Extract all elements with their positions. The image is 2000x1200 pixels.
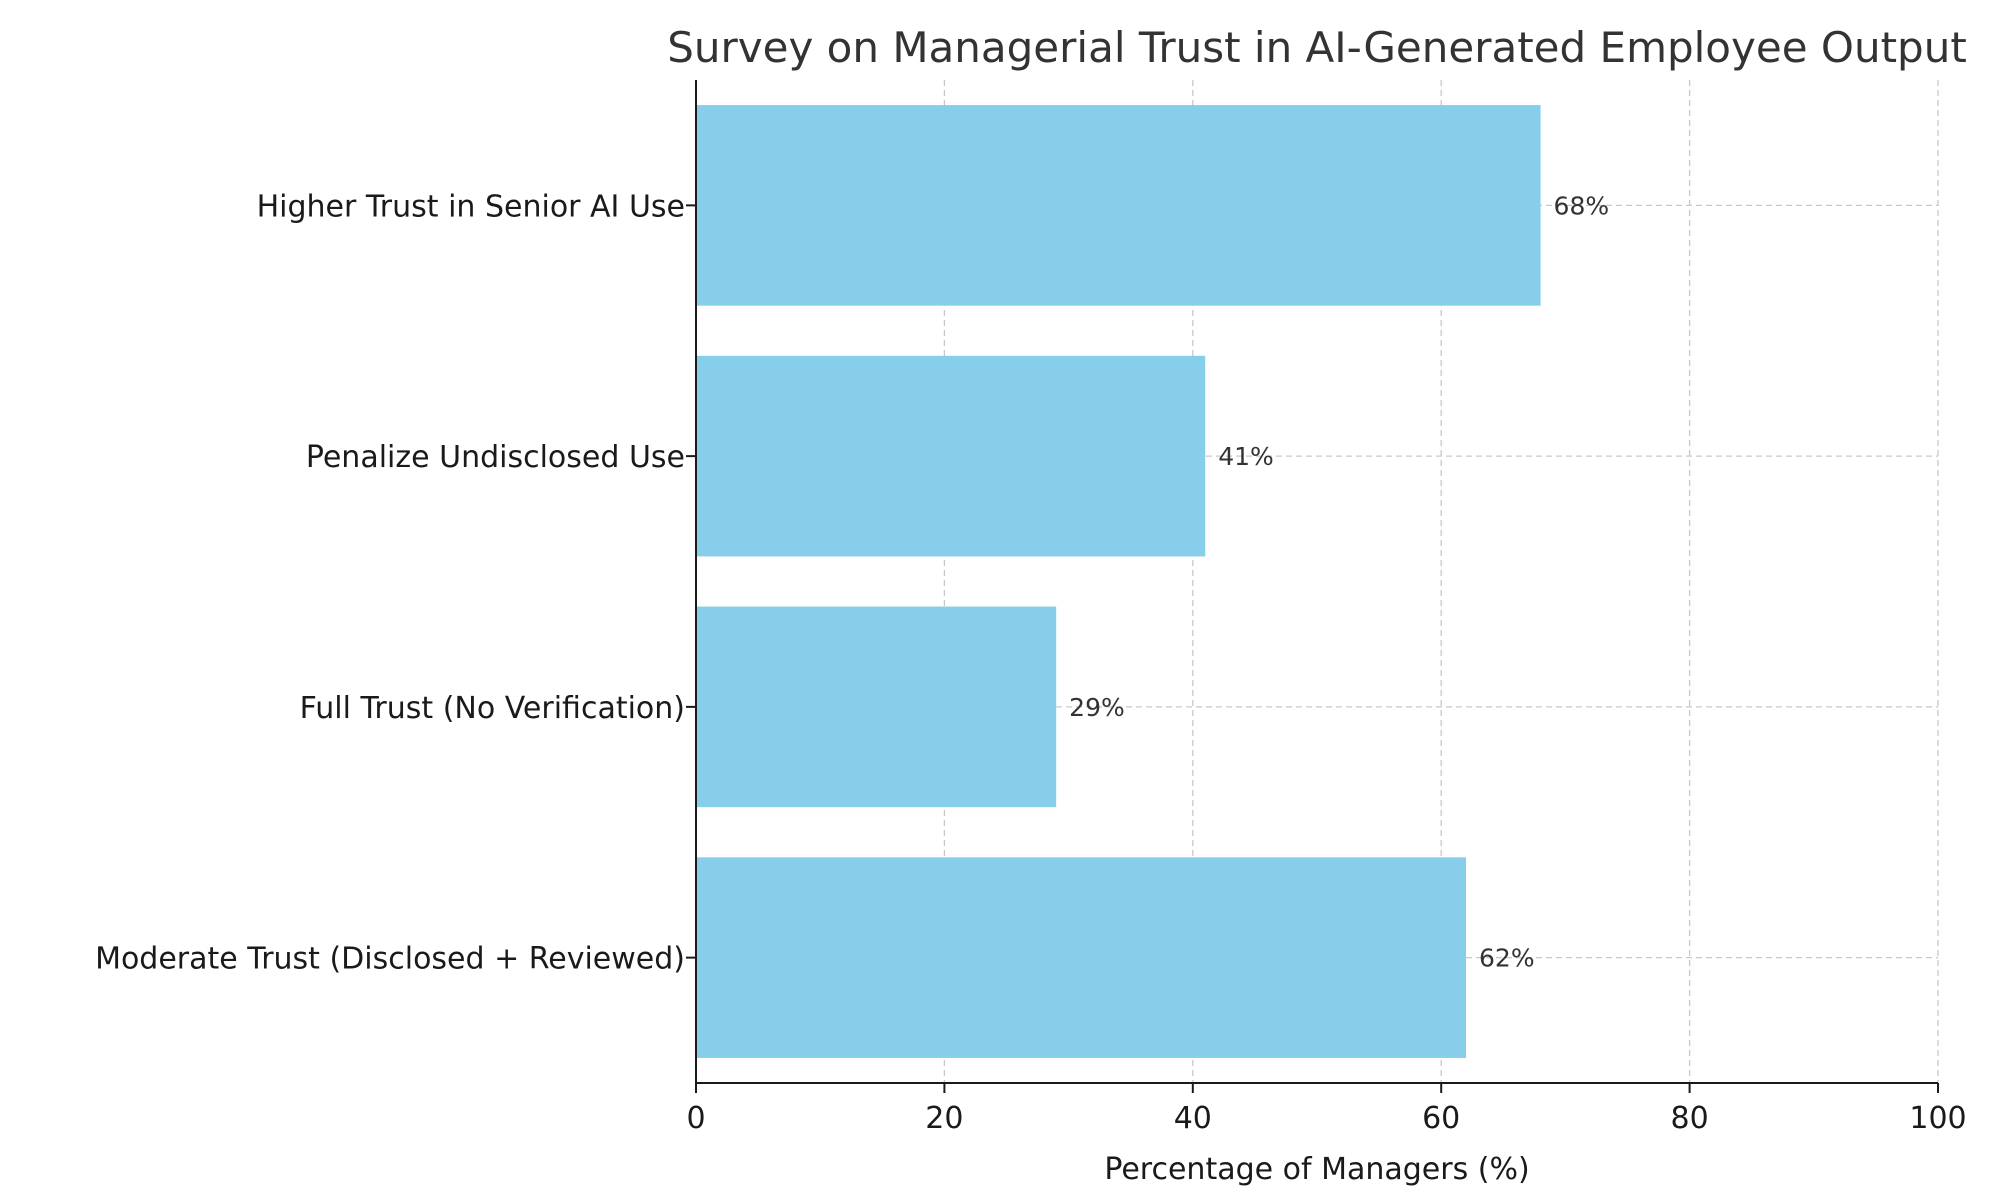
bars bbox=[696, 105, 1541, 1058]
data-label: 29% bbox=[1069, 693, 1125, 722]
x-tick-label: 100 bbox=[1909, 1101, 1966, 1136]
category-label: Full Trust (No Verification) bbox=[300, 691, 685, 726]
category-label: Higher Trust in Senior AI Use bbox=[257, 189, 685, 224]
ticks bbox=[686, 204, 1939, 1093]
category-label: Moderate Trust (Disclosed + Reviewed) bbox=[95, 942, 685, 977]
data-label: 41% bbox=[1218, 442, 1274, 471]
category-label: Penalize Undisclosed Use bbox=[306, 440, 685, 475]
x-tick-label: 0 bbox=[686, 1101, 705, 1136]
bar bbox=[696, 606, 1057, 808]
bar bbox=[696, 857, 1467, 1058]
x-tick-label: 80 bbox=[1671, 1101, 1709, 1136]
bar bbox=[696, 105, 1541, 306]
data-label: 68% bbox=[1554, 191, 1610, 220]
x-axis-label: Percentage of Managers (%) bbox=[1104, 1152, 1529, 1187]
data-label: 62% bbox=[1479, 944, 1535, 973]
labels: 0 20 40 60 80 100 Higher Trust in Senior AI Us… bbox=[95, 189, 1967, 1136]
x-tick-label: 20 bbox=[925, 1101, 963, 1136]
chart-title: Survey on Managerial Trust in AI-Generat… bbox=[667, 23, 1967, 72]
bar bbox=[696, 355, 1206, 557]
x-tick-label: 60 bbox=[1422, 1101, 1460, 1136]
x-tick-label: 40 bbox=[1174, 1101, 1212, 1136]
axes bbox=[695, 80, 1938, 1084]
